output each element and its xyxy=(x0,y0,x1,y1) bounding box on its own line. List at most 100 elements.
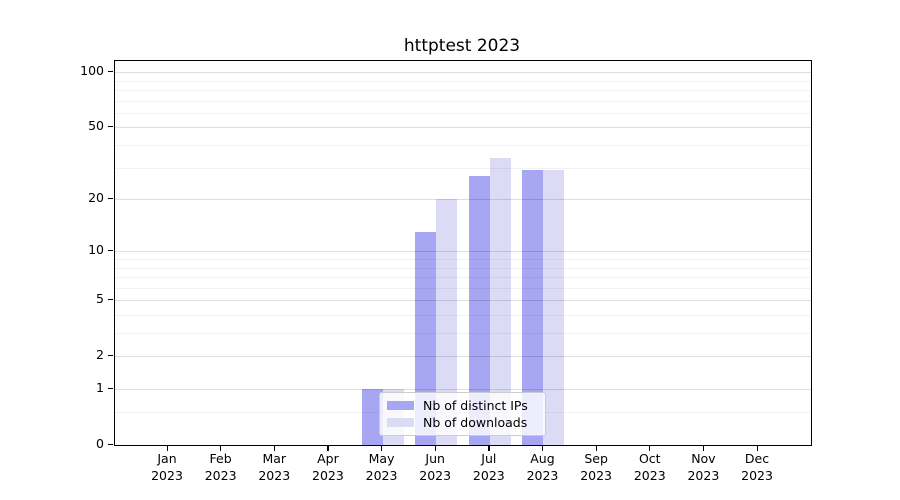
legend-label-distinct-ips: Nb of distinct IPs xyxy=(423,398,528,413)
gridline-minor xyxy=(115,277,811,279)
x-tick-month: Mar xyxy=(262,451,287,466)
x-tick-year: 2023 xyxy=(687,468,720,483)
x-tick-month: Sep xyxy=(584,451,608,466)
x-tick-year: 2023 xyxy=(258,468,291,483)
x-tick-mark xyxy=(756,446,758,451)
x-tick-year: 2023 xyxy=(472,468,505,483)
gridline-major xyxy=(115,127,811,129)
x-tick-year: 2023 xyxy=(741,468,773,483)
y-tick-mark xyxy=(108,387,113,389)
y-tick-mark xyxy=(108,354,113,356)
y-axis-tick-label: 1 xyxy=(96,380,104,395)
x-tick-mark xyxy=(488,446,490,451)
y-axis-tick-label: 2 xyxy=(96,347,104,363)
chart-title: httptest 2023 xyxy=(403,36,521,56)
gridline-minor xyxy=(115,100,811,102)
legend-swatch-downloads xyxy=(387,418,414,427)
x-tick-month: May xyxy=(368,451,395,466)
gridline-minor xyxy=(115,90,811,91)
x-axis-tick-label: Feb 2023 xyxy=(193,450,249,484)
y-tick-mark xyxy=(108,125,113,128)
x-tick-month: Jul xyxy=(481,451,497,466)
gridline-minor xyxy=(115,267,811,269)
legend-label-downloads: Nb of downloads xyxy=(423,415,528,430)
gridline-major xyxy=(115,251,811,253)
gridline-minor xyxy=(115,314,811,316)
x-tick-month: Oct xyxy=(638,451,661,466)
bar-downloads-jun xyxy=(436,199,458,445)
x-tick-year: 2023 xyxy=(151,468,183,483)
bar-distinct-ips-aug xyxy=(522,170,544,445)
x-tick-year: 2023 xyxy=(204,468,237,483)
gridline-major xyxy=(115,300,811,302)
x-tick-mark xyxy=(166,446,168,451)
legend: Nb of distinct IPs Nb of downloads xyxy=(379,392,546,436)
y-axis-tick-label: 10 xyxy=(88,242,104,258)
x-axis-tick-label: Dec 2023 xyxy=(729,450,785,484)
legend-item-distinct-ips: Nb of distinct IPs xyxy=(386,397,539,414)
plot-area: Nb of distinct IPs Nb of downloads xyxy=(114,60,812,446)
x-axis-tick-label: Aug 2023 xyxy=(514,450,570,484)
gridline-minor xyxy=(115,258,811,260)
x-axis-tick-label: Jul 2023 xyxy=(461,450,517,484)
bar-distinct-ips-may xyxy=(361,389,383,445)
x-tick-month: Apr xyxy=(317,451,339,466)
x-tick-month: Nov xyxy=(691,451,716,466)
bar-distinct-ips-jun xyxy=(415,231,437,445)
x-tick-year: 2023 xyxy=(312,468,344,483)
x-tick-year: 2023 xyxy=(419,468,452,483)
gridline-minor xyxy=(115,112,811,114)
y-tick-mark xyxy=(108,298,113,300)
y-axis-tick-label: 50 xyxy=(88,118,104,134)
x-tick-month: Dec xyxy=(744,451,770,466)
bar-downloads-jul xyxy=(489,157,511,445)
gridline-minor xyxy=(115,167,811,169)
x-axis-tick-label: Mar 2023 xyxy=(246,450,302,484)
x-tick-year: 2023 xyxy=(365,468,398,483)
x-tick-mark xyxy=(327,446,329,451)
x-axis-tick-label: Jan 2023 xyxy=(139,450,195,484)
x-tick-month: Jun xyxy=(425,451,445,466)
y-axis-tick-label: 100 xyxy=(80,63,104,79)
bar-distinct-ips-jul xyxy=(468,175,490,445)
gridline-minor xyxy=(115,333,811,334)
x-axis-tick-label: Jun 2023 xyxy=(407,450,463,484)
legend-item-downloads: Nb of downloads xyxy=(386,414,539,431)
x-tick-mark xyxy=(541,446,544,451)
gridline-major xyxy=(115,72,811,74)
x-axis-tick-label: May 2023 xyxy=(354,450,410,484)
x-tick-mark xyxy=(434,446,436,451)
bar-downloads-aug xyxy=(543,170,565,445)
gridline-major xyxy=(115,199,811,201)
x-tick-month: Feb xyxy=(209,451,232,466)
x-tick-mark xyxy=(649,446,651,451)
x-tick-mark xyxy=(702,446,705,451)
y-axis-tick-label: 0 xyxy=(96,436,104,451)
x-tick-month: Aug xyxy=(530,451,555,466)
y-tick-mark xyxy=(108,443,113,445)
x-tick-year: 2023 xyxy=(580,468,613,483)
x-axis-tick-label: Nov 2023 xyxy=(675,450,731,484)
x-axis-tick-label: Oct 2023 xyxy=(622,450,678,484)
x-tick-mark xyxy=(381,446,383,451)
x-tick-mark xyxy=(595,446,597,451)
gridline-minor xyxy=(115,145,811,146)
x-tick-month: Jan xyxy=(157,451,177,466)
gridline-minor xyxy=(115,80,811,82)
x-tick-year: 2023 xyxy=(633,468,666,483)
x-tick-mark xyxy=(220,446,222,451)
x-tick-mark xyxy=(273,446,275,451)
y-tick-mark xyxy=(108,70,113,72)
y-axis-tick-label: 5 xyxy=(96,291,104,307)
x-tick-year: 2023 xyxy=(526,468,559,483)
gridline-major xyxy=(115,389,811,390)
gridline-major xyxy=(115,356,811,358)
x-axis-tick-label: Sep 2023 xyxy=(568,450,624,484)
y-tick-mark xyxy=(108,249,113,251)
legend-swatch-distinct-ips xyxy=(387,401,414,410)
gridline-minor xyxy=(115,287,811,289)
x-axis-tick-label: Apr 2023 xyxy=(300,450,356,484)
y-axis-tick-label: 20 xyxy=(88,190,104,206)
y-tick-mark xyxy=(108,197,113,199)
